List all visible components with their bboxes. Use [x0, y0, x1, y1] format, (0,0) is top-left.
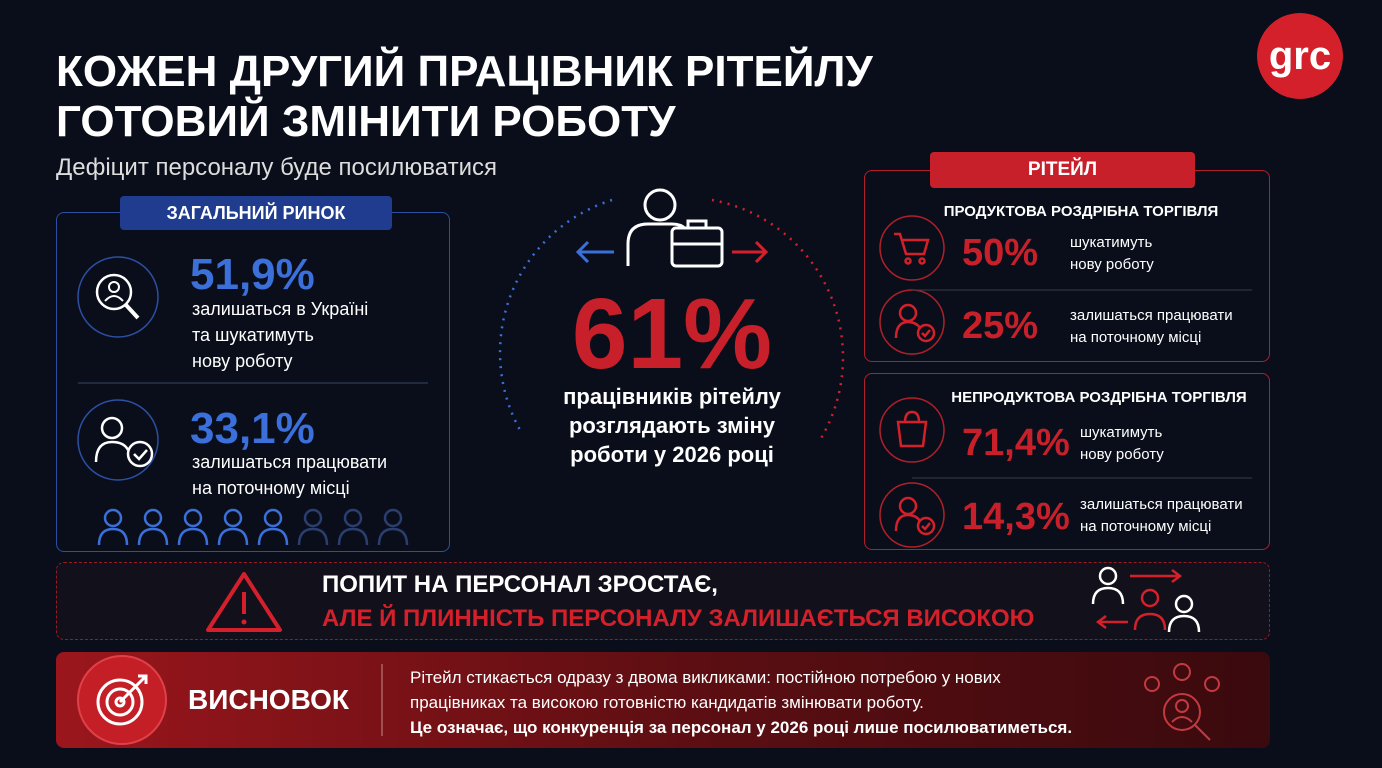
center-graphic — [498, 188, 845, 441]
general-icons — [77, 256, 428, 546]
warning-panel — [56, 562, 1270, 640]
retail-text: залишаться працювати — [1080, 496, 1243, 513]
center-value: 61% — [571, 278, 773, 390]
general-text: залишаться працювати — [192, 452, 388, 472]
retail-value: 25% — [962, 305, 1039, 347]
warning-icons — [206, 566, 1201, 633]
retail-text: нову роботу — [1070, 256, 1154, 273]
conclusion-text: працівниках та високою готовністю кандид… — [410, 693, 924, 712]
conclusion-text: Рітейл стикається одразу з двома виклика… — [410, 668, 1001, 687]
conclusion-icons — [77, 655, 1220, 745]
retail-value: 71,4% — [962, 422, 1070, 464]
retail-panel — [864, 373, 1270, 550]
retail-value: 50% — [962, 232, 1039, 274]
general-value: 33,1% — [190, 404, 315, 453]
retail-group-title: ПРОДУКТОВА РОЗДРІБНА ТОРГІВЛЯ — [943, 203, 1219, 220]
conclusion-text: Це означає, що конкуренція за персонал у… — [410, 718, 1073, 737]
general-text: та шукатимуть — [192, 325, 314, 345]
subtitle: Дефіцит персоналу буде посилюватися — [56, 154, 497, 181]
logo: grc — [1257, 13, 1343, 99]
general-text: залишаться в Україні — [192, 299, 369, 319]
general-label: ЗАГАЛЬНИЙ РИНОК — [120, 196, 392, 230]
retail-value: 14,3% — [962, 496, 1070, 538]
warning-text: ПОПИТ НА ПЕРСОНАЛ ЗРОСТАЄ, — [322, 571, 718, 598]
retail-text: на поточному місці — [1070, 329, 1202, 346]
center-text: роботи у 2026 році — [570, 442, 774, 467]
title-line: КОЖЕН ДРУГИЙ ПРАЦІВНИК РІТЕЙЛУ — [56, 47, 873, 96]
retail-icons — [879, 215, 1252, 548]
warning-text: АЛЕ Й ПЛИННІСТЬ ПЕРСОНАЛУ ЗАЛИШАЄТЬСЯ ВИ… — [322, 605, 1035, 632]
conclusion-label: ВИСНОВОК — [188, 684, 349, 715]
retail-text: шукатимуть — [1080, 424, 1163, 441]
general-text: нову роботу — [192, 351, 293, 371]
retail-text: шукатимуть — [1070, 234, 1153, 251]
title-line: ГОТОВИЙ ЗМІНИТИ РОБОТУ — [56, 97, 676, 146]
retail-label: РІТЕЙЛ — [930, 152, 1195, 188]
conclusion-panel — [56, 652, 1270, 748]
general-text: на поточному місці — [192, 478, 350, 498]
retail-text: залишаться працювати — [1070, 307, 1233, 324]
general-value: 51,9% — [190, 250, 315, 299]
retail-text: на поточному місці — [1080, 518, 1212, 535]
retail-group-title: НЕПРОДУКТОВА РОЗДРІБНА ТОРГІВЛЯ — [951, 389, 1247, 406]
center-text: працівників рітейлу — [563, 384, 781, 409]
center-text: розглядають зміну — [568, 413, 776, 438]
retail-panel — [864, 170, 1270, 362]
retail-text: нову роботу — [1080, 446, 1164, 463]
